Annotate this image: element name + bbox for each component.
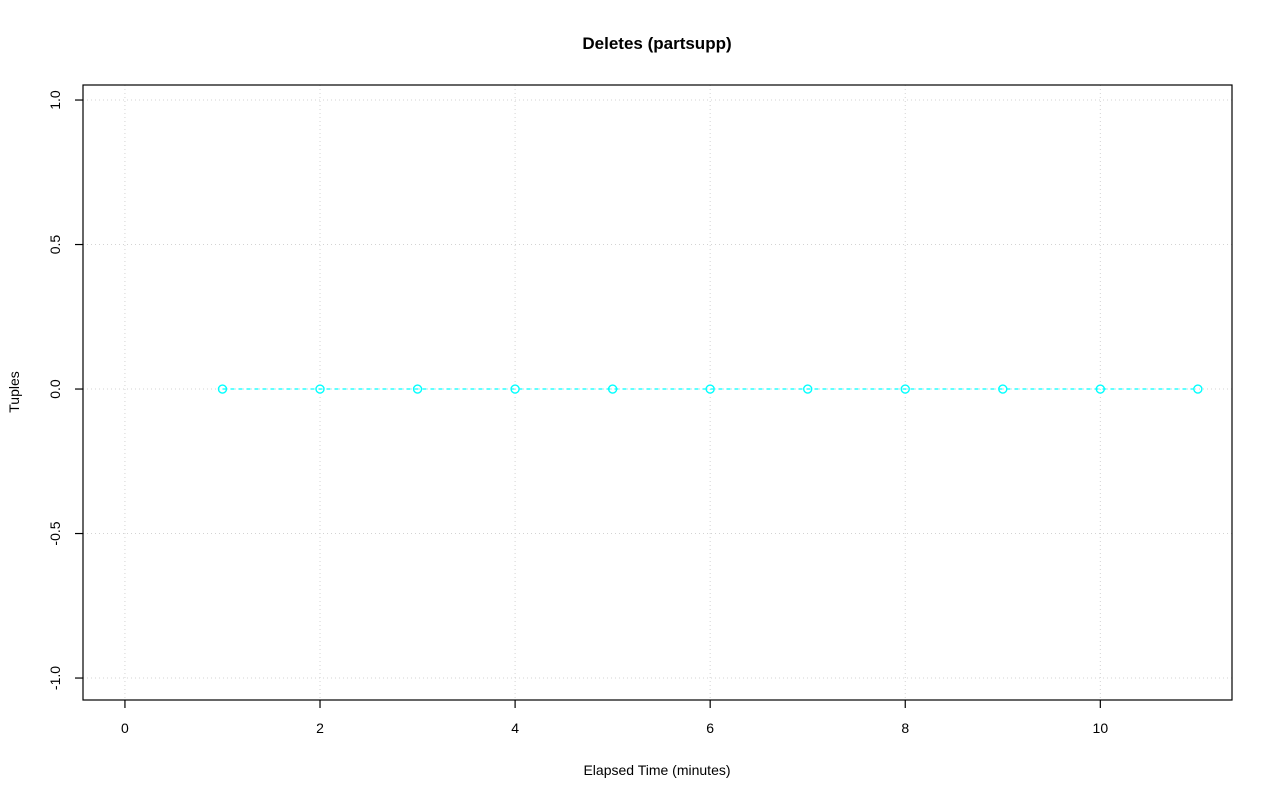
data-point-marker [900, 384, 910, 394]
chart-title: Deletes (partsupp) [582, 34, 731, 53]
y-tick-label: -1.0 [47, 666, 63, 690]
data-point-marker [315, 384, 325, 394]
data-point-marker [1193, 384, 1203, 394]
data-point-marker [412, 384, 423, 394]
tick-labels: 0 2 4 6 8 10 -1.0 -0.5 0.0 0.5 1.0 [47, 90, 1108, 736]
y-axis-label: Tuples [6, 371, 22, 413]
x-tick-label: 8 [901, 720, 909, 736]
x-axis-label: Elapsed Time (minutes) [583, 762, 730, 778]
x-tick-label: 10 [1093, 720, 1109, 736]
data-point-marker [510, 384, 520, 394]
y-tick-label: 0.5 [47, 235, 63, 255]
y-tick-label: 0.0 [47, 379, 63, 399]
x-tick-label: 2 [316, 720, 324, 736]
data-point-marker [803, 384, 813, 394]
grid-layer [83, 85, 1232, 700]
data-point-marker [607, 384, 618, 394]
x-tick-label: 6 [706, 720, 714, 736]
y-tick-label: -0.5 [47, 521, 63, 545]
data-point-marker [705, 384, 715, 394]
data-series [217, 384, 1203, 394]
x-tick-label: 4 [511, 720, 519, 736]
data-point-marker [998, 384, 1008, 394]
data-point-marker [1095, 384, 1106, 394]
x-tick-label: 0 [121, 720, 129, 736]
plot-frame [82, 84, 1233, 701]
y-tick-label: 1.0 [47, 90, 63, 110]
axis-ticks [75, 99, 1101, 708]
data-point-marker [217, 384, 228, 394]
